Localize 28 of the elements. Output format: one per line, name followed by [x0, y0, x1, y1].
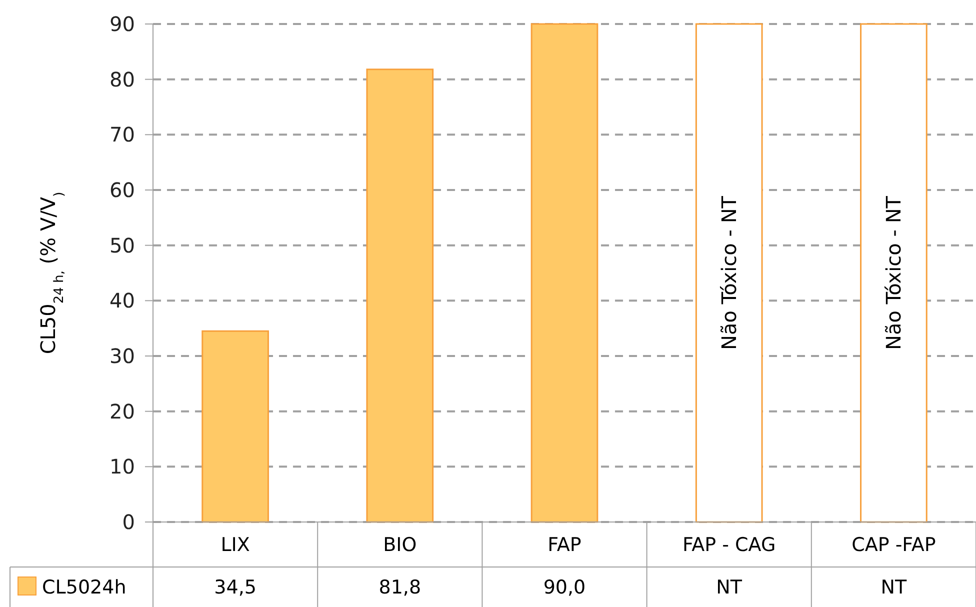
bar	[530, 23, 598, 523]
y-tick-label: 10	[110, 454, 135, 479]
data-label: 34,5	[214, 576, 256, 599]
y-tick-label: 50	[110, 233, 135, 258]
y-tick-label: 40	[110, 288, 135, 313]
y-tick-label: 70	[110, 122, 135, 147]
bar	[860, 23, 928, 523]
annotation: Não Tóxico - NT	[717, 195, 742, 350]
y-tick-label: 0	[122, 510, 135, 534]
y-tick-label: 60	[110, 178, 135, 202]
x-tick-label: FAP - CAG	[682, 534, 776, 556]
bar	[202, 330, 269, 523]
y-tick-label: 90	[110, 12, 135, 36]
data-label: NT	[880, 576, 907, 599]
x-tick-label: LIX	[220, 534, 250, 556]
y-tick-label: 20	[110, 399, 135, 424]
x-tick-label: CAP -FAP	[852, 534, 936, 556]
data-label: NT	[716, 576, 742, 599]
bar	[695, 23, 763, 523]
x-tick-label: BIO	[383, 534, 417, 556]
y-tick-label: 30	[110, 344, 135, 368]
bar	[366, 68, 434, 523]
annotation: Não Tóxico - NT	[882, 195, 906, 350]
data-label: 81,8	[378, 576, 422, 599]
data-label: 90,0	[543, 576, 586, 599]
legend-label: CL5024h	[42, 576, 126, 599]
x-tick-label: FAP	[548, 534, 582, 556]
y-tick-label: 80	[110, 67, 135, 92]
